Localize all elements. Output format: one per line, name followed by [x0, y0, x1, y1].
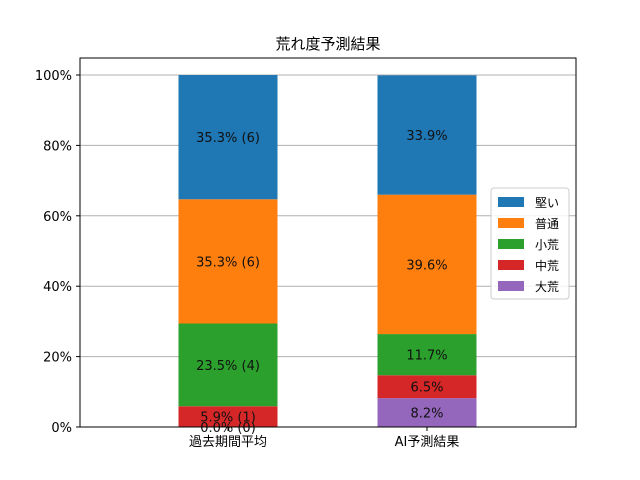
bar-segment	[377, 75, 477, 195]
legend-swatch	[498, 218, 524, 228]
chart-title: 荒れ度予測結果	[275, 35, 380, 53]
legend-label: 小荒	[535, 238, 559, 252]
bar-segment	[377, 398, 477, 427]
legend-swatch	[498, 239, 524, 249]
x-tick-label: AI予測結果	[395, 435, 460, 450]
y-tick-label: 60%	[43, 210, 72, 225]
legend-label: 大荒	[535, 280, 559, 294]
data-label: 6.5%	[410, 381, 443, 396]
data-label: 33.9%	[406, 129, 447, 144]
y-tick-label: 80%	[43, 139, 72, 154]
legend-swatch	[498, 281, 524, 291]
y-tick-label: 40%	[43, 280, 72, 295]
data-label: 23.5% (4)	[196, 359, 260, 374]
bar-segment	[377, 375, 477, 399]
bar-segment	[377, 194, 477, 335]
data-label: 35.3% (6)	[196, 255, 260, 270]
y-tick-label: 100%	[35, 69, 72, 84]
bar-segment	[377, 334, 477, 376]
x-tick-label: 過去期間平均	[189, 435, 267, 450]
bar-segment	[178, 75, 278, 200]
x-axis: 過去期間平均 AI予測結果	[189, 427, 459, 450]
plot-frame	[79, 57, 577, 428]
legend-label: 堅い	[535, 196, 559, 210]
legend-box	[490, 187, 570, 300]
data-label: 8.2%	[410, 407, 443, 422]
y-tick-label: 20%	[43, 351, 72, 366]
data-label: 39.6%	[406, 258, 447, 273]
y-axis: 0% 20% 40% 60% 80% 100%	[35, 69, 80, 436]
legend-swatch	[498, 197, 524, 207]
data-label: 35.3% (6)	[196, 131, 260, 146]
legend-label: 中荒	[535, 258, 559, 273]
legend-swatch	[498, 260, 524, 270]
bars	[178, 75, 477, 427]
bar-segment	[178, 323, 278, 407]
data-label: 5.9% (1)	[200, 411, 256, 426]
bar-segment	[178, 199, 278, 324]
data-label: 11.7%	[406, 349, 447, 364]
bar-segment	[178, 406, 278, 427]
y-tick-label: 0%	[51, 421, 72, 436]
legend-label: 普通	[535, 217, 559, 231]
